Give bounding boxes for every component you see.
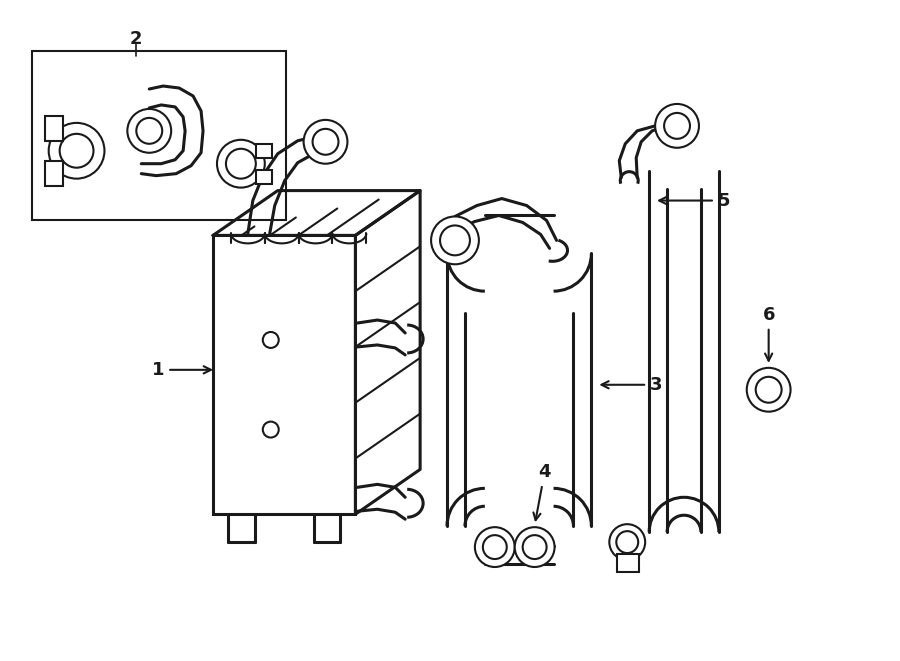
- Bar: [256, 170, 272, 184]
- Bar: [256, 144, 272, 158]
- Circle shape: [128, 109, 171, 153]
- Circle shape: [756, 377, 781, 403]
- Circle shape: [217, 140, 265, 188]
- Circle shape: [263, 332, 279, 348]
- Text: 6: 6: [762, 306, 775, 361]
- Bar: [45, 116, 63, 141]
- Circle shape: [263, 422, 279, 438]
- Text: 3: 3: [601, 375, 662, 394]
- Bar: [667, 188, 701, 549]
- Circle shape: [431, 217, 479, 264]
- Circle shape: [655, 104, 699, 148]
- Circle shape: [59, 134, 94, 168]
- Text: 5: 5: [659, 192, 730, 210]
- Bar: [45, 161, 63, 186]
- Text: 1: 1: [152, 361, 211, 379]
- Circle shape: [303, 120, 347, 164]
- Circle shape: [515, 527, 554, 567]
- Circle shape: [664, 113, 690, 139]
- Circle shape: [523, 535, 546, 559]
- Bar: [213, 235, 356, 514]
- Circle shape: [49, 123, 104, 178]
- Text: 4: 4: [534, 463, 551, 520]
- Circle shape: [747, 368, 790, 412]
- Text: 2: 2: [130, 30, 142, 48]
- Circle shape: [312, 129, 338, 155]
- Circle shape: [440, 225, 470, 255]
- Bar: [617, 554, 639, 572]
- Bar: [32, 51, 285, 221]
- Circle shape: [136, 118, 162, 144]
- Circle shape: [609, 524, 645, 560]
- Bar: [465, 526, 573, 546]
- Circle shape: [483, 535, 507, 559]
- Circle shape: [475, 527, 515, 567]
- FancyBboxPatch shape: [465, 313, 573, 566]
- Circle shape: [616, 531, 638, 553]
- Circle shape: [226, 149, 256, 178]
